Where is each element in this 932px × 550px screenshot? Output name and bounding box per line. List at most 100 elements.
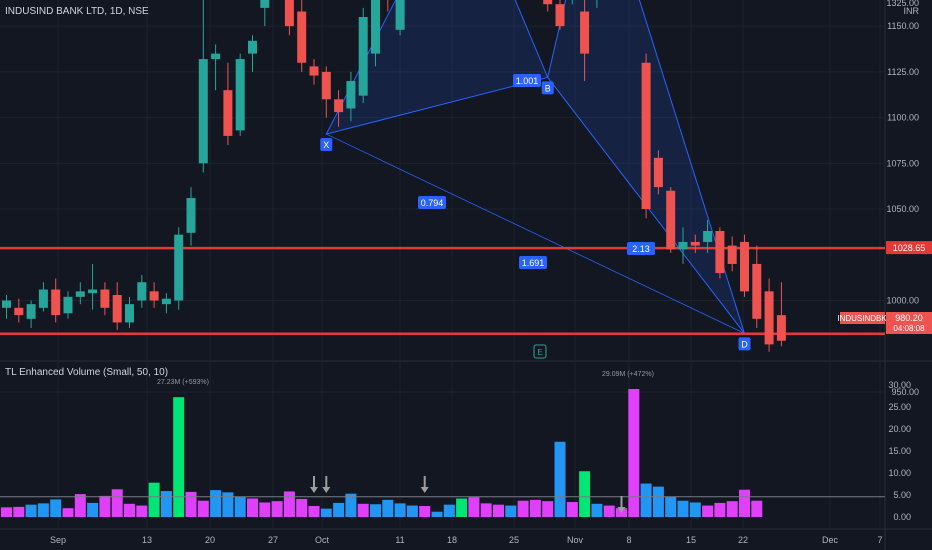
volume-bar xyxy=(714,502,726,517)
volume-indicator-label: TL Enhanced Volume (Small, 50, 10) xyxy=(5,367,169,378)
volume-bar xyxy=(357,503,369,517)
volume-bar xyxy=(210,490,222,517)
volume-bar xyxy=(677,500,689,517)
events-icon xyxy=(533,344,547,359)
volume-bar xyxy=(566,502,578,517)
candle-body xyxy=(223,90,233,136)
volume-bar xyxy=(726,501,738,517)
volume-bar xyxy=(222,492,234,517)
currency-label: INR xyxy=(904,6,920,16)
candle-body xyxy=(88,289,98,294)
candle-body xyxy=(740,241,749,292)
pattern-point-B: B xyxy=(545,83,551,93)
volume-bar xyxy=(603,505,615,517)
time-axis-tick: 27 xyxy=(268,535,278,545)
time-axis-tick: 7 xyxy=(877,535,882,545)
symbol-tag: INDUSINDBK xyxy=(837,314,887,323)
volume-bar xyxy=(185,491,197,517)
candle-body xyxy=(211,53,221,60)
volume-bar xyxy=(99,495,111,517)
candle-body xyxy=(752,263,762,319)
down-arrow-head xyxy=(420,487,429,493)
volume-axis-tick: 20.00 xyxy=(888,424,911,434)
candle-body xyxy=(555,4,565,27)
candle-body xyxy=(297,11,307,63)
time-axis-tick: 25 xyxy=(509,535,519,545)
price-axis-tick: 1150.00 xyxy=(887,21,919,31)
volume-bar xyxy=(160,491,172,517)
time-axis-tick: 20 xyxy=(205,535,215,545)
volume-bar xyxy=(554,441,566,517)
price-axis-tick: 1125.00 xyxy=(887,67,919,77)
candle-body xyxy=(26,304,36,319)
candle-body xyxy=(321,71,331,100)
volume-bar xyxy=(111,489,123,517)
last-price-tag: 980.20 xyxy=(895,313,923,323)
pattern-ratio-badge xyxy=(418,196,446,209)
volume-bar xyxy=(505,505,517,517)
volume-bar xyxy=(283,491,295,517)
volume-bar xyxy=(74,494,86,517)
candle-body xyxy=(580,11,590,54)
time-axis-tick: Sep xyxy=(50,535,66,545)
candle-body xyxy=(346,81,356,109)
candle-body xyxy=(38,289,48,308)
volume-bar xyxy=(579,471,591,517)
candle-body xyxy=(125,304,134,323)
volume-axis-tick: 0.00 xyxy=(893,512,911,522)
time-axis-tick: 15 xyxy=(686,535,696,545)
countdown-tag: 04:08:08 xyxy=(893,324,925,333)
candle-body xyxy=(395,0,405,30)
candle-body xyxy=(776,315,786,341)
volume-axis-tick: 10.00 xyxy=(888,468,911,478)
candle-body xyxy=(371,0,380,54)
last-price-tag-bg xyxy=(886,312,932,334)
volume-bar xyxy=(370,504,381,517)
candle-body xyxy=(334,99,344,113)
volume-bar xyxy=(443,504,455,517)
volume-bar xyxy=(628,389,640,517)
time-axis-tick: 11 xyxy=(395,535,404,545)
volume-bar xyxy=(406,505,418,517)
price-axis-tick: 1100.00 xyxy=(887,113,919,123)
pattern-ratio-label: 2.13 xyxy=(632,244,650,254)
volume-bar xyxy=(419,506,431,517)
candle-body xyxy=(284,0,294,27)
volume-bar xyxy=(87,502,99,517)
volume-bar xyxy=(431,511,443,517)
volume-bar xyxy=(542,501,554,517)
candle-body xyxy=(653,157,663,188)
price-axis-tick: 950.00 xyxy=(891,387,919,397)
volume-axis-tick: 15.00 xyxy=(888,446,911,456)
symbol-header: INDUSIND BANK LTD, 1D, NSE xyxy=(5,6,149,17)
candle-body xyxy=(51,289,61,316)
volume-bar xyxy=(197,500,209,517)
time-axis-tick: 18 xyxy=(447,535,457,545)
volume-bar xyxy=(333,502,345,517)
time-axis-tick: Oct xyxy=(315,535,330,545)
candle-body xyxy=(149,291,159,301)
pattern-ratio-label: 0.794 xyxy=(421,198,444,208)
pattern-ratio-badge xyxy=(519,256,547,269)
pattern-point-badge xyxy=(541,81,554,95)
candle-body xyxy=(358,17,368,96)
volume-bar xyxy=(517,500,529,517)
volume-annotation-2: 29.09M (+472%) xyxy=(602,371,654,378)
candle-body xyxy=(174,234,184,301)
volume-bar xyxy=(640,483,652,517)
time-axis-tick: 8 xyxy=(626,535,631,545)
candle-body xyxy=(727,245,737,264)
pattern-point-X: X xyxy=(323,140,329,150)
down-arrow-head xyxy=(310,487,318,493)
candle-body xyxy=(100,289,110,308)
volume-bar xyxy=(173,397,185,517)
candle-body xyxy=(63,296,73,314)
candle-body xyxy=(161,298,171,305)
candle-body xyxy=(112,295,122,323)
volume-bar xyxy=(136,505,148,517)
volume-bar xyxy=(234,496,246,517)
candle-body xyxy=(678,241,688,250)
volume-bar xyxy=(689,502,701,517)
volume-bar xyxy=(591,503,603,517)
